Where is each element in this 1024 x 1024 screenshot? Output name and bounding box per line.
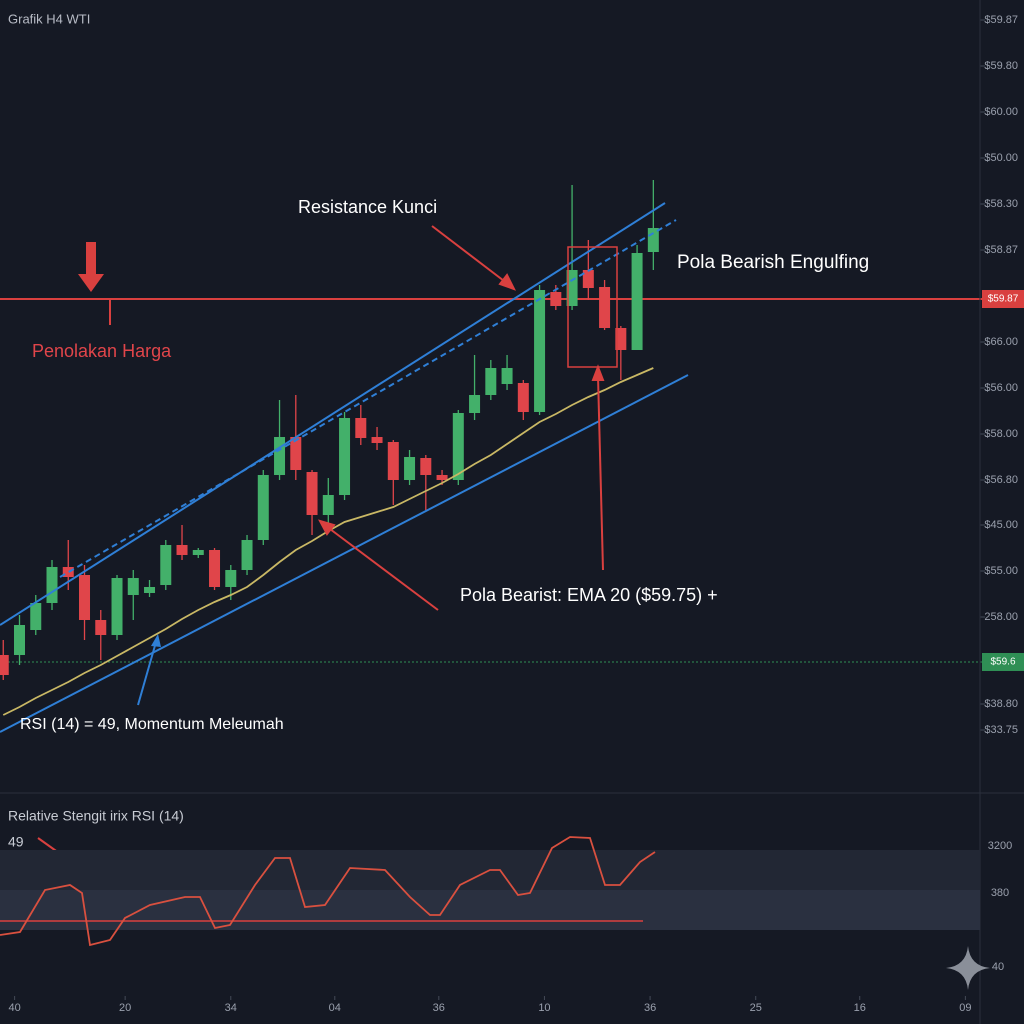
candle-body [485, 368, 497, 395]
y-tick-label: $59.87 [984, 14, 1018, 26]
y-tick-label: $45.00 [984, 519, 1018, 531]
y-tick-label: $50.00 [984, 152, 1018, 164]
candle-body [62, 567, 74, 577]
candle-body [95, 620, 107, 635]
annotation: Penolakan Harga [32, 341, 172, 361]
candle-body [371, 437, 383, 443]
annotation: Pola Bearist: EMA 20 ($59.75) + [460, 585, 718, 605]
candle-body [0, 655, 9, 675]
candle-body [339, 418, 351, 495]
candle-body [144, 587, 156, 593]
price-tag [982, 290, 1024, 308]
arrow-head [151, 634, 161, 647]
x-tick-label: 36 [433, 1002, 445, 1014]
pattern-box [567, 246, 618, 368]
x-tick-label: 40 [9, 1002, 21, 1014]
annotation: RSI (14) = 49, Momentum Meleumah [20, 716, 284, 733]
candle-body [404, 457, 416, 480]
y-tick-label: $58.87 [984, 244, 1018, 256]
arrow [137, 641, 157, 706]
annotation: Pola Bearish Engulfing [677, 252, 869, 273]
candle-body [566, 270, 578, 306]
y-tick-label: $66.00 [984, 336, 1018, 348]
price-tag [982, 653, 1024, 671]
x-tick-label: 16 [854, 1002, 866, 1014]
trend-line [0, 374, 689, 733]
candle-body [111, 578, 123, 635]
y-tick-label: $59.80 [984, 60, 1018, 72]
rsi-title: Relative Stengit irix RSI (14) [8, 808, 184, 824]
y-tick-label: $58.30 [984, 198, 1018, 210]
y-tick-label: $56.80 [984, 474, 1018, 486]
candle-body [469, 395, 481, 413]
price-tag-label: $59.87 [988, 294, 1019, 305]
candle-body [615, 328, 627, 350]
y-tick-label: $38.80 [984, 698, 1018, 710]
rsi-axis-label: 3200 [988, 840, 1012, 852]
candle-body [517, 383, 529, 412]
rsi-axis-label: 40 [992, 961, 1004, 973]
candle-body [387, 442, 399, 480]
x-tick-label: 34 [225, 1002, 237, 1014]
candle-body [582, 270, 594, 288]
x-tick-label: 36 [644, 1002, 656, 1014]
candle-body [274, 437, 286, 475]
candle-body [420, 458, 432, 475]
candle-body [647, 228, 659, 252]
annotation: Resistance Kunci [298, 197, 437, 217]
candle-body [599, 287, 611, 328]
candle-body [209, 550, 221, 587]
sparkle-icon [946, 946, 990, 990]
y-tick-label: 258.00 [984, 611, 1018, 623]
y-tick-label: $56.00 [984, 382, 1018, 394]
candle-body [30, 603, 42, 630]
candle-body [534, 290, 546, 412]
y-tick-label: $60.00 [984, 106, 1018, 118]
candle-body [14, 625, 26, 655]
candle-body [176, 545, 188, 555]
x-tick-label: 25 [750, 1002, 762, 1014]
candle-body [322, 495, 334, 515]
candle-body [192, 550, 204, 555]
candle-body [257, 475, 269, 540]
rsi-value: 49 [8, 834, 24, 850]
candle-body [79, 575, 91, 620]
candle-body [452, 413, 464, 480]
chart-title: Grafik H4 WTI [8, 11, 90, 26]
candle-body [46, 567, 58, 603]
candle-body [355, 418, 367, 438]
candle-body [290, 437, 302, 470]
y-tick-label: $33.75 [984, 724, 1018, 736]
x-tick-label: 09 [959, 1002, 971, 1014]
candle-body [306, 472, 318, 515]
candle-body [550, 292, 562, 306]
candle-body [501, 368, 513, 384]
candle-body [127, 578, 139, 595]
x-tick-label: 10 [538, 1002, 550, 1014]
rsi-line [0, 836, 656, 947]
trend-line [0, 202, 666, 626]
candle-body [631, 253, 643, 350]
candle-body [241, 540, 253, 570]
candle-body [225, 570, 237, 587]
trend-line [59, 219, 677, 578]
price-tag-label: $59.6 [990, 657, 1015, 668]
x-tick-label: 20 [119, 1002, 131, 1014]
rsi-axis-label: 380 [991, 887, 1009, 899]
candle-body [436, 475, 448, 480]
y-tick-label: $58.00 [984, 428, 1018, 440]
arrows [37, 225, 605, 874]
x-tick-label: 04 [329, 1002, 341, 1014]
candle-body [160, 545, 172, 585]
rsi-band [0, 890, 980, 930]
y-tick-label: $55.00 [984, 565, 1018, 577]
